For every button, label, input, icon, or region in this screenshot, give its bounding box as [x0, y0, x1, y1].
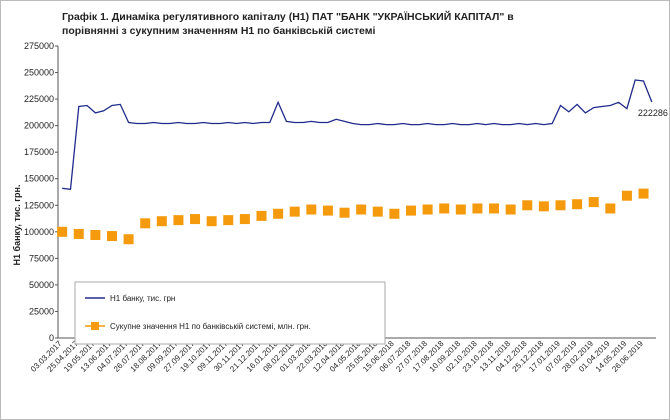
legend-label: Н1 банку, тис. грн: [110, 294, 175, 303]
series-marker: [273, 208, 284, 219]
legend-label: Сукупне значення Н1 по банківській систе…: [110, 322, 311, 331]
y-tick-label: 250000: [24, 68, 54, 78]
series-marker: [90, 230, 101, 241]
series-marker: [57, 226, 68, 237]
series-marker: [173, 215, 184, 226]
y-axis-label: Н1 банку, тис. грн.: [12, 185, 22, 266]
series-marker: [389, 208, 400, 219]
y-tick-label: 75000: [29, 253, 54, 263]
series-marker: [538, 201, 549, 212]
series-marker: [306, 204, 317, 215]
series-marker: [505, 204, 516, 215]
y-tick-label: 100000: [24, 227, 54, 237]
y-tick-label: 25000: [29, 306, 54, 316]
series-marker: [422, 204, 433, 215]
chart-title: Графік 1. Динаміка регулятивного капітал…: [62, 10, 514, 23]
series-marker: [289, 206, 300, 217]
chart-subtitle: порівнянні з сукупним значенням Н1 по ба…: [62, 25, 375, 37]
series-marker: [223, 215, 234, 226]
series-marker: [322, 205, 333, 216]
series-marker: [522, 200, 533, 211]
series-marker: [405, 205, 416, 216]
series-marker: [140, 218, 151, 229]
series-marker: [472, 203, 483, 214]
series-marker: [588, 197, 599, 208]
series-marker: [106, 231, 117, 242]
series-marker: [555, 200, 566, 211]
series-marker: [489, 203, 500, 214]
series-marker: [339, 207, 350, 218]
series-marker: [372, 206, 383, 217]
series-marker: [605, 203, 616, 214]
series-marker: [190, 214, 201, 225]
y-tick-label: 150000: [24, 174, 54, 184]
series-marker: [638, 188, 649, 199]
y-tick-label: 0: [49, 333, 54, 343]
series-marker: [156, 216, 167, 227]
series-marker: [73, 228, 84, 239]
y-tick-label: 175000: [24, 147, 54, 157]
series-marker: [621, 190, 632, 201]
series-marker: [439, 203, 450, 214]
series-marker: [356, 204, 367, 215]
series-marker: [256, 210, 267, 221]
legend-box: [74, 281, 386, 345]
y-tick-label: 200000: [24, 121, 54, 131]
legend-swatch: [91, 322, 99, 330]
series-marker: [239, 214, 250, 225]
y-tick-label: 50000: [29, 280, 54, 290]
y-tick-label: 125000: [24, 200, 54, 210]
series-marker: [455, 204, 466, 215]
data-label: 222286: [638, 108, 668, 118]
y-tick-label: 275000: [24, 41, 54, 51]
series-line: [62, 79, 653, 191]
series-marker: [123, 234, 134, 245]
series-marker: [572, 199, 583, 210]
y-tick-label: 225000: [24, 94, 54, 104]
series-marker: [206, 216, 217, 227]
